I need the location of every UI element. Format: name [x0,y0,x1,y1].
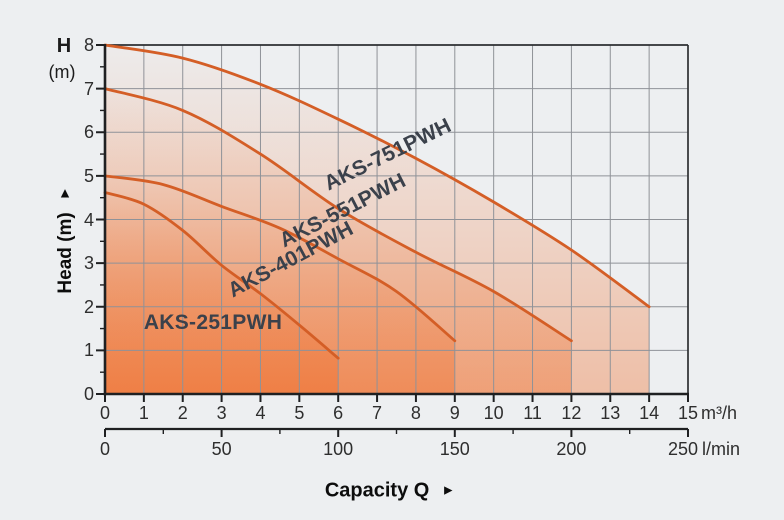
x-tick-label: 12 [561,403,582,423]
y-tick-label: 5 [83,165,94,186]
x-tick-label: 6 [333,403,344,423]
x-tick-label: 7 [372,403,383,423]
y-tick-label: 8 [83,35,94,55]
x-tick-label: 9 [449,403,460,423]
lmin-tick-label: 50 [211,439,232,459]
x-axis-unit-label: m³/h [701,403,737,423]
curve-aks-401pwh [103,174,457,343]
y-tick-label: 4 [83,209,94,230]
lmin-tick-label: 100 [323,439,354,459]
x-tick-label: 3 [216,403,227,423]
x-tick-label: 1 [138,403,149,423]
x-tick-label: 11 [523,403,542,423]
right-arrow-icon: ► [441,481,456,498]
y-tick-label: 0 [83,384,94,404]
lmin-tick-label: 0 [99,439,110,459]
curve-aks-551pwh [103,87,573,343]
curve-aks-251pwh [103,191,340,360]
x-tick-label: 0 [99,403,110,423]
x-tick-label: 5 [294,403,305,423]
up-arrow-icon: ► [56,186,72,201]
y-axis-symbol: H [56,35,72,57]
x-tick-label: 13 [600,403,621,423]
x-tick-label: 15 [677,403,699,423]
x-tick-label: 10 [483,403,504,423]
y-tick-label: 7 [83,78,94,99]
x-tick-label: 4 [255,403,266,423]
y-tick-label: 3 [83,253,94,274]
y-tick-label: 2 [83,296,94,317]
lmin-tick-label: 250 [667,439,699,459]
y-tick-label: 6 [83,122,94,143]
x-axis-title-text: Capacity Q [324,479,430,502]
x-axis-title: Capacity Q ► [325,479,455,504]
x-tick-label: 8 [410,403,421,423]
y-axis-title: Head (m)► [54,186,78,293]
x-tick-label: 14 [639,403,660,423]
lmin-tick-label: 200 [556,439,587,459]
curve-aks-751pwh [103,43,651,309]
curve-label-aks-251pwh: AKS-251PWH [143,311,283,334]
y-tick-label: 1 [83,340,94,361]
lmin-tick-label: 150 [439,439,470,459]
x-tick-label: 2 [177,403,188,423]
y-axis-unit: (m) [48,62,76,82]
x2-axis-unit-label: l/min [702,439,741,459]
